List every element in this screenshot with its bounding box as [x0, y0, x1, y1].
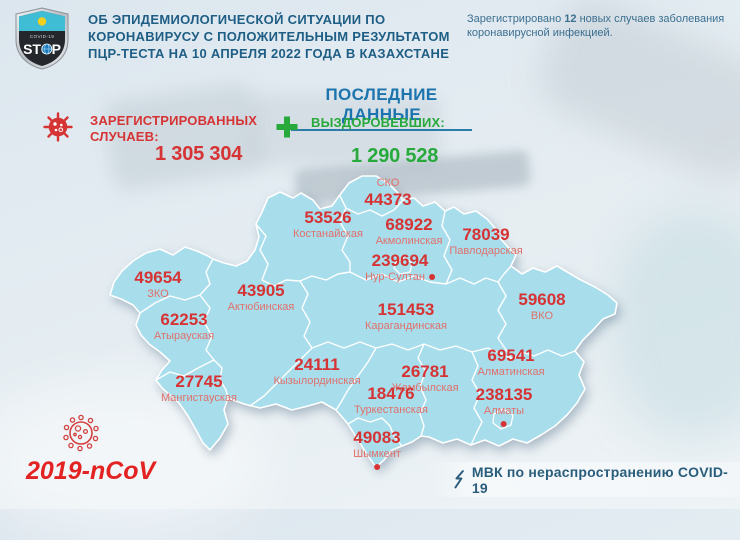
region-label-karaganda: 151453 Карагандинская: [365, 301, 447, 334]
region-borders: [139, 195, 576, 447]
region-name: Алматинская: [477, 365, 545, 378]
registered-cases-value: 1 305 304: [155, 143, 243, 165]
city-marker-dot: [374, 463, 380, 470]
region-label-almaty-region: 69541 Алматинская: [477, 347, 544, 380]
region-cases: 26781: [401, 362, 449, 381]
region-name: Акмолинская: [375, 234, 443, 247]
region-cases: 62253: [160, 310, 208, 329]
region-name: Актюбинская: [227, 300, 295, 313]
region-name: Нур-Султан: [365, 270, 425, 283]
virus-strain-label: 2019-nCoV: [26, 457, 156, 485]
region-cases: 59608: [518, 290, 566, 309]
region-cases: 151453: [377, 300, 435, 319]
region-label-aktobe: 43905 Актюбинская: [228, 282, 295, 315]
region-name: Жамбылская: [391, 381, 459, 394]
region-name: Шымкент: [353, 447, 401, 460]
city-name-row: Нур-Султан: [365, 271, 435, 285]
region-cases: 44373: [364, 189, 412, 209]
region-name: СКО: [376, 177, 400, 189]
virus-outline-icon: [60, 412, 102, 459]
city-marker-dot: [428, 273, 435, 280]
registered-label-line2: СЛУЧАЕВ:: [90, 129, 159, 144]
registered-cases-label: ЗАРЕГИСТРИРОВАННЫХ СЛУЧАЕВ:: [90, 113, 257, 145]
region-name: Алматы: [483, 404, 525, 417]
svg-text:COVID-19: COVID-19: [30, 34, 54, 39]
virus-icon: [43, 112, 73, 147]
title-line-2: КОРОНАВИРУСУ С ПОЛОЖИТЕЛЬНЫМ РЕЗУЛЬТАТОМ: [88, 29, 450, 44]
region-cases: 43905: [237, 281, 285, 300]
region-label-almaty-city: 238135 Алматы: [475, 385, 533, 427]
plus-icon: [275, 115, 299, 144]
region-label-pavlodar: 78039 Павлодарская: [449, 226, 522, 259]
registered-label-line1: ЗАРЕГИСТРИРОВАННЫХ: [90, 113, 258, 128]
title-line-3: ПЦР-ТЕСТА НА 10 АПРЕЛЯ 2022 ГОДА В КАЗАХ…: [88, 46, 450, 61]
page-title: ОБ ЭПИДЕМИОЛОГИЧЕСКОЙ СИТУАЦИИ ПО КОРОНА…: [88, 11, 450, 62]
region-cases: 53526: [304, 208, 352, 227]
region-name: ЗКО: [147, 287, 169, 300]
region-label-kyzylorda: 24111 Кызылординская: [273, 356, 360, 389]
kazakhstan-outline: [109, 175, 618, 468]
kazakhstan-map: [90, 170, 650, 490]
region-cases: 49083: [353, 428, 401, 447]
nursultan-city-border: [393, 257, 413, 275]
region-cases: 27745: [175, 372, 223, 391]
almaty-city-border: [492, 408, 514, 430]
region-cases: 69541: [487, 346, 535, 365]
new-cases-notice: Зарегистрировано 12 новых случаев заболе…: [467, 13, 735, 40]
region-label-sko: СКО 44373: [364, 176, 411, 209]
infographic-root: { "header": { "logo": {"top_label": "COV…: [0, 0, 740, 509]
region-cases: 18476: [367, 384, 415, 403]
title-line-1: ОБ ЭПИДЕМИОЛОГИЧЕСКОЙ СИТУАЦИИ ПО: [88, 12, 386, 27]
region-label-zhambyl: 26781 Жамбылская: [391, 363, 458, 396]
region-name: Мангистауская: [160, 391, 238, 404]
region-cases: 239694: [371, 251, 429, 270]
region-cases: 68922: [385, 215, 433, 234]
region-cases: 24111: [294, 355, 340, 374]
region-name: Атырауская: [153, 329, 215, 342]
region-label-atyrau: 62253 Атырауская: [154, 311, 214, 344]
region-name: Кызылординская: [273, 374, 361, 387]
notice-text-post: новых случаев заболевания коронавирусной…: [467, 13, 725, 39]
latest-data-heading: ПОСЛЕДНИЕ ДАННЫЕ: [291, 85, 472, 131]
region-label-turkestan: 18476 Туркестанская: [354, 385, 428, 418]
region-label-kostanay: 53526 Костанайская: [293, 209, 363, 242]
region-label-mangystau: 27745 Мангистауская: [161, 373, 237, 406]
region-label-zko: 49654 ЗКО: [134, 269, 181, 302]
committee-banner: МВК по нераспространению COVID-19: [428, 462, 740, 497]
region-name: Павлодарская: [449, 244, 523, 257]
recovered-label: ВЫЗДОРОВЕВШИХ:: [311, 115, 445, 130]
region-cases: 78039: [462, 225, 510, 244]
lightning-icon: [454, 470, 464, 489]
region-name: Карагандинская: [365, 319, 447, 332]
region-label-nursultan: 239694 Нур-Султан: [365, 252, 435, 285]
stop-covid-shield-logo: COVID-19 STOP: [13, 7, 71, 75]
region-label-akmola: 68922 Акмолинская: [376, 216, 443, 249]
shield-icon: COVID-19 STOP: [15, 7, 69, 70]
region-cases: 238135: [475, 385, 533, 404]
region-label-vko: 59608 ВКО: [518, 291, 565, 324]
committee-label: МВК по нераспространению COVID-19: [471, 463, 729, 496]
new-cases-count: 12: [564, 13, 577, 25]
region-name: Туркестанская: [354, 403, 428, 416]
region-name: Костанайская: [292, 227, 364, 240]
region-name: ВКО: [530, 309, 554, 322]
region-cases: 49654: [134, 268, 182, 287]
notice-text-pre: Зарегистрировано: [467, 13, 565, 25]
region-label-shymkent: 49083 Шымкент: [353, 429, 401, 470]
recovered-value: 1 290 528: [351, 145, 439, 167]
city-marker-dot: [500, 420, 507, 427]
